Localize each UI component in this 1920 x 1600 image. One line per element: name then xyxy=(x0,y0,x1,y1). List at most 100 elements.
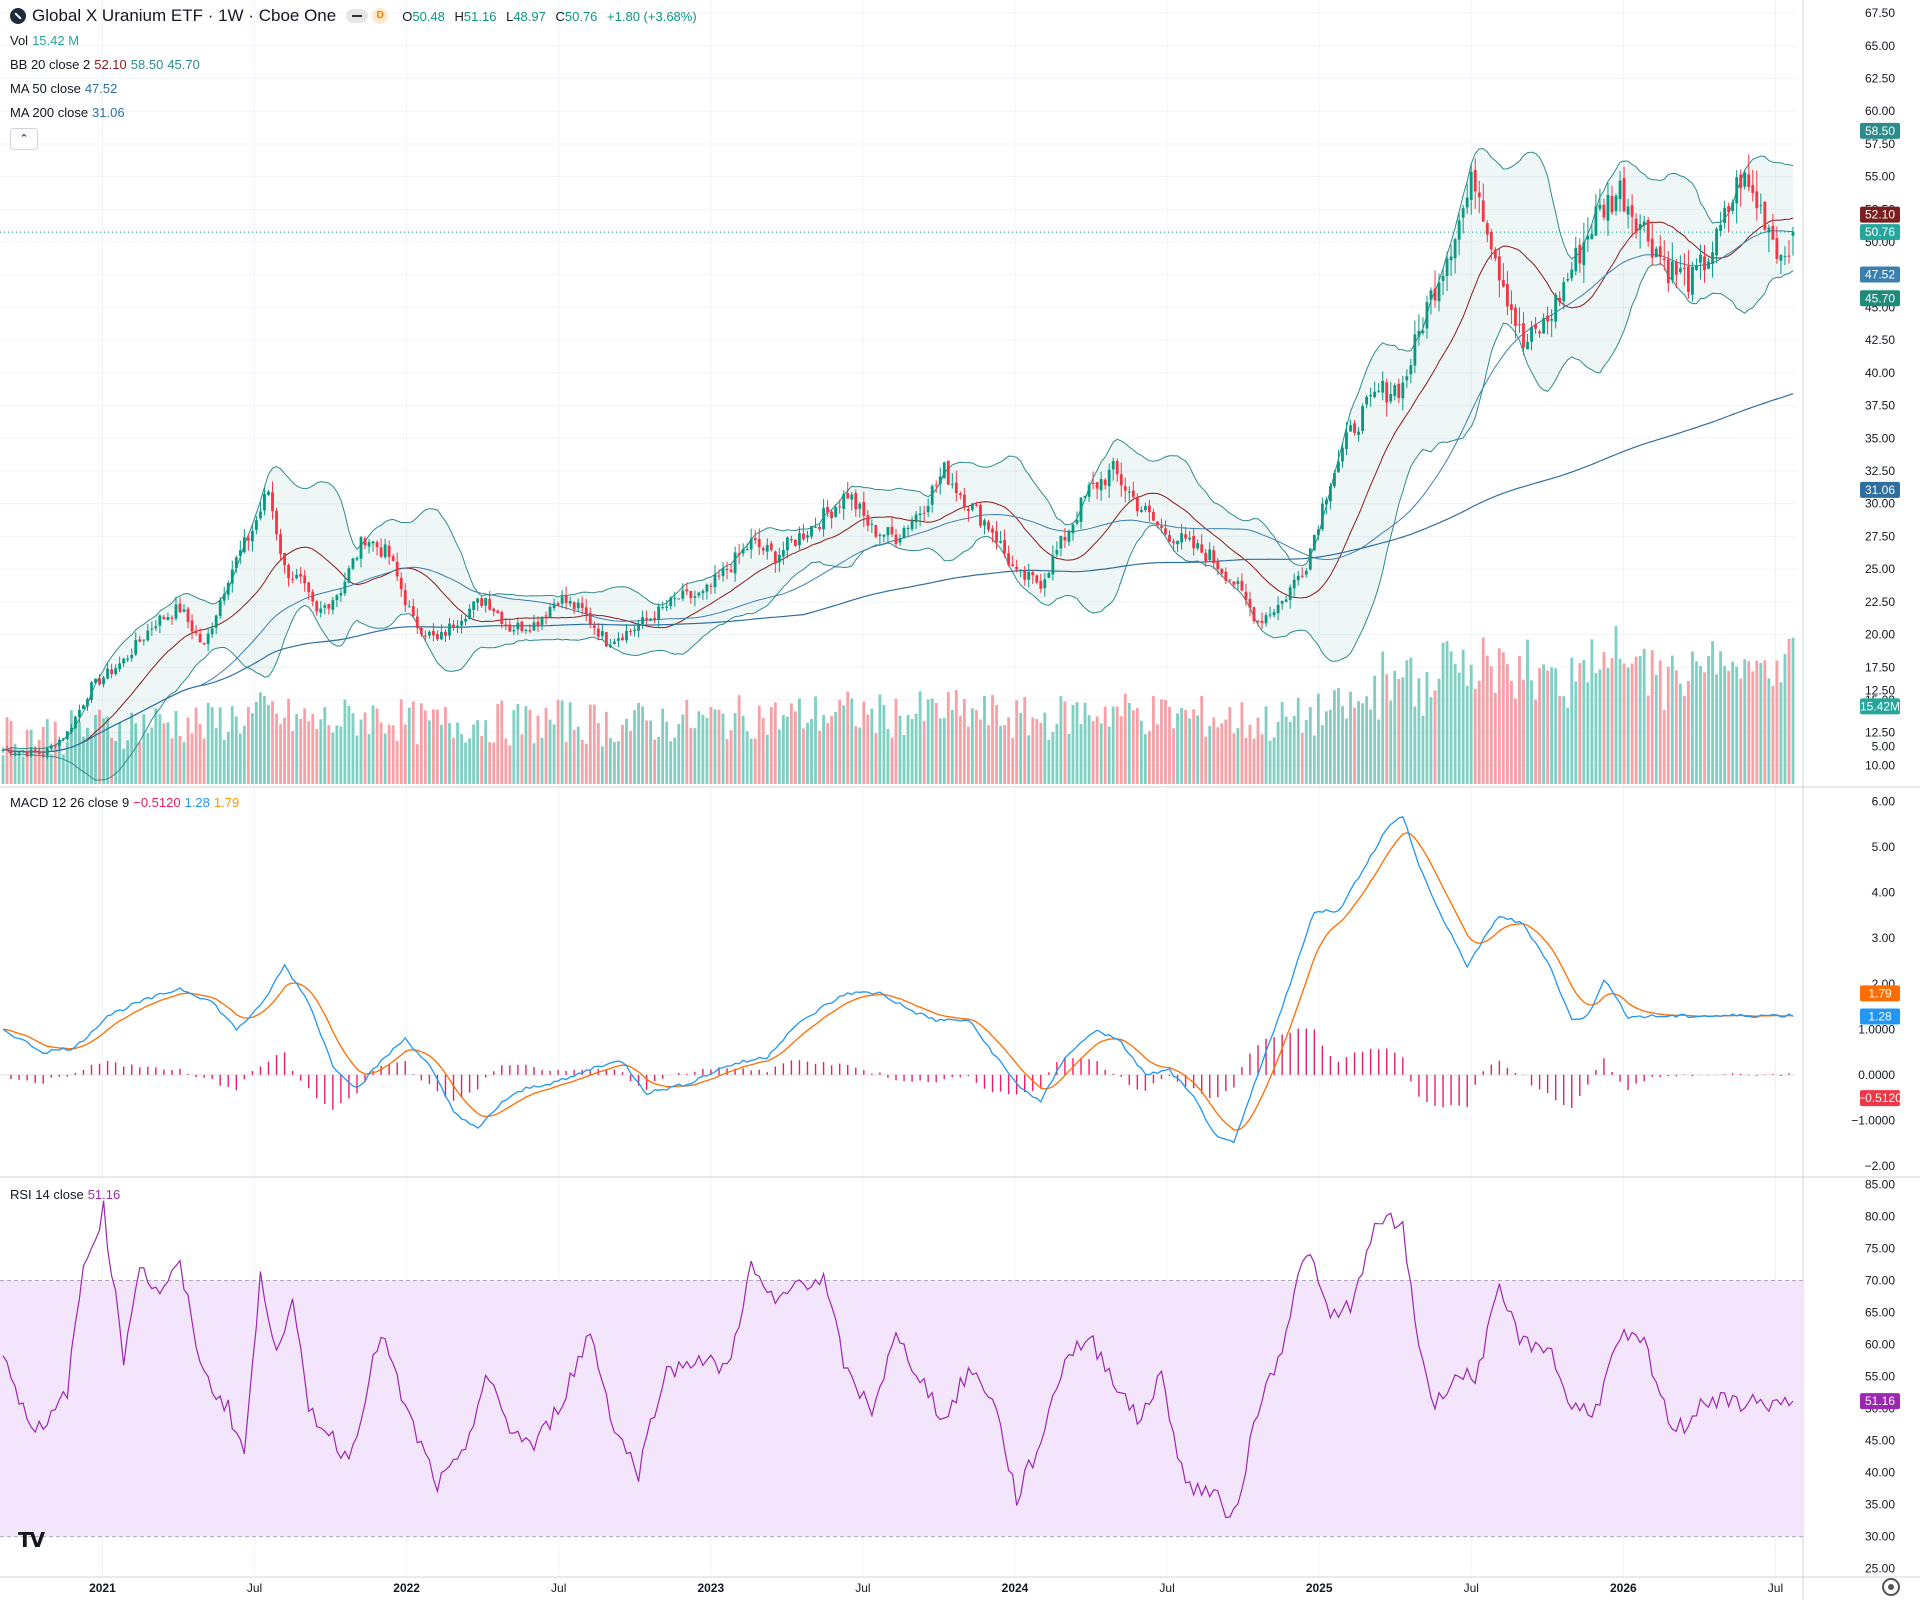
collapse-legend-button[interactable]: ⌃ xyxy=(10,128,38,150)
ma50-line xyxy=(3,230,1793,753)
time-tick-label: Jul xyxy=(551,1581,566,1595)
candle-body xyxy=(1260,620,1264,623)
bb-legend[interactable]: BB 20 close 2 52.10 58.50 45.70 xyxy=(10,57,200,72)
candle-body xyxy=(403,590,407,606)
candle-body xyxy=(303,575,307,584)
price-tick-label: 40.00 xyxy=(1865,366,1895,380)
volume-bar xyxy=(979,719,982,784)
volume-bar xyxy=(65,741,69,784)
candle-body xyxy=(86,699,89,707)
gear-icon[interactable] xyxy=(1882,1578,1900,1596)
candle-body xyxy=(331,600,335,610)
candle-body xyxy=(198,633,202,643)
candle-body xyxy=(1023,570,1027,580)
volume-bar xyxy=(287,698,291,784)
candle-body xyxy=(1791,232,1795,236)
volume-bar xyxy=(53,721,57,784)
volume-bar xyxy=(110,737,114,784)
candle-body xyxy=(1429,290,1433,300)
candle-body xyxy=(540,616,544,625)
candle-body xyxy=(29,749,33,755)
volume-bar xyxy=(806,722,809,784)
volume-bar xyxy=(1763,660,1767,784)
ma200-legend[interactable]: MA 200 close 31.06 xyxy=(10,105,125,120)
candle-body xyxy=(1015,566,1019,570)
volume-bar xyxy=(444,706,447,784)
macd-line-badge-bg xyxy=(1860,1008,1900,1025)
candle-body xyxy=(1019,569,1023,571)
price-candles[interactable] xyxy=(1,154,1795,760)
interval-badge[interactable]: D xyxy=(372,8,389,24)
candle-body xyxy=(295,574,299,579)
candle-body xyxy=(584,607,588,615)
candle-body xyxy=(673,598,677,600)
close-value: 50.76 xyxy=(564,8,598,24)
candle-body xyxy=(1107,469,1111,487)
price-tick-label: 67.50 xyxy=(1865,6,1895,20)
candle-body xyxy=(291,579,295,581)
tradingview-logo-icon[interactable]: TV xyxy=(18,1528,45,1552)
volume-bar xyxy=(1674,670,1678,784)
volume-bar xyxy=(669,741,673,784)
candle-body xyxy=(866,515,870,526)
price-tick-label: 37.50 xyxy=(1865,399,1895,413)
candle-body xyxy=(1550,319,1554,321)
candle-body xyxy=(154,626,158,629)
volume-bar xyxy=(1168,706,1171,784)
volume-bar xyxy=(1,755,5,784)
candle-body xyxy=(21,751,25,753)
candle-body xyxy=(773,551,777,564)
volume-bar xyxy=(870,708,874,784)
volume-bar xyxy=(1461,649,1465,784)
macd-hist-value: −0.5120 xyxy=(133,795,181,810)
macd-line-value: 1.28 xyxy=(184,795,210,810)
volume-bar xyxy=(1236,728,1240,784)
volume-bar xyxy=(359,719,363,784)
volume-bar xyxy=(158,714,162,784)
candle-body xyxy=(568,600,572,604)
candle-body xyxy=(492,608,496,612)
volume-bar xyxy=(1164,699,1167,784)
candle-body xyxy=(1276,604,1280,614)
volume-bar xyxy=(1059,696,1063,784)
volume-bar xyxy=(645,720,649,784)
candle-body xyxy=(1071,524,1075,534)
volume-bar xyxy=(190,733,194,784)
ma50-badge: 47.52 xyxy=(1865,267,1895,281)
candle-body xyxy=(1035,575,1039,583)
candle-body xyxy=(789,539,793,541)
volume-bar xyxy=(472,724,476,784)
candle-body xyxy=(608,644,612,648)
symbol-title[interactable]: Global X Uranium ETF · 1W · Cboe One xyxy=(32,6,337,25)
volume-bar xyxy=(910,718,914,784)
volume-bar xyxy=(214,727,218,784)
volume-bar xyxy=(685,700,689,784)
candle-body xyxy=(902,527,906,538)
volume-bar xyxy=(1256,717,1260,784)
minus-icon[interactable] xyxy=(346,9,369,23)
candle-body xyxy=(1397,383,1401,399)
rsi-legend[interactable]: RSI 14 close 51.16 xyxy=(10,1187,120,1202)
candle-body xyxy=(1349,425,1352,432)
volume-legend[interactable]: Vol 15.42 M xyxy=(10,33,79,48)
volume-bar xyxy=(339,726,343,784)
candle-body xyxy=(1087,484,1091,497)
candle-body xyxy=(242,537,246,552)
candle-body xyxy=(1216,561,1220,569)
candle-body xyxy=(1558,297,1562,302)
candle-body xyxy=(753,537,757,541)
volume-bar xyxy=(508,745,512,784)
volume-bars xyxy=(1,626,1795,784)
price-tick-label: 27.50 xyxy=(1865,529,1895,543)
volume-bar xyxy=(1292,715,1296,784)
candle-body xyxy=(1063,537,1067,541)
candle-body xyxy=(480,598,484,606)
candle-body xyxy=(1501,279,1505,287)
candle-body xyxy=(1164,528,1167,535)
macd-legend[interactable]: MACD 12 26 close 9 −0.5120 1.28 1.79 xyxy=(10,795,239,810)
candle-body xyxy=(379,547,383,557)
candle-body xyxy=(971,503,974,510)
volume-bar xyxy=(343,699,347,784)
ma50-legend[interactable]: MA 50 close 47.52 xyxy=(10,81,117,96)
